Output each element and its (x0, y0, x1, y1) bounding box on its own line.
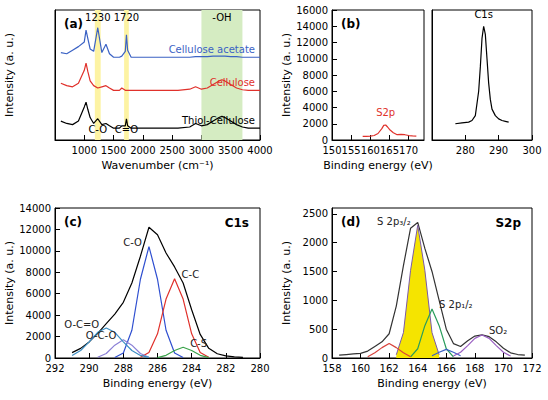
svg-text:Intensity (a. u.): Intensity (a. u.) (3, 241, 16, 325)
svg-text:16000: 16000 (296, 5, 328, 16)
svg-text:6000: 6000 (303, 86, 328, 97)
svg-text:292: 292 (45, 363, 64, 374)
svg-text:4000: 4000 (247, 145, 272, 156)
svg-text:170: 170 (399, 145, 418, 156)
svg-text:288: 288 (114, 363, 133, 374)
svg-text:4000: 4000 (303, 102, 328, 113)
svg-text:(c): (c) (64, 215, 82, 229)
svg-text:2000: 2000 (26, 331, 51, 342)
svg-text:Intensity (a. u.): Intensity (a. u.) (280, 241, 293, 325)
svg-text:280: 280 (456, 145, 475, 156)
svg-text:O-C-O: O-C-O (86, 330, 117, 341)
svg-text:162: 162 (380, 363, 399, 374)
svg-text:1720: 1720 (114, 12, 139, 23)
svg-text:14000: 14000 (296, 21, 328, 32)
svg-text:12000: 12000 (296, 37, 328, 48)
svg-text:284: 284 (182, 363, 201, 374)
svg-text:Binding energy (eV): Binding energy (eV) (323, 159, 433, 172)
svg-text:(a): (a) (64, 17, 83, 31)
svg-text:SO₂: SO₂ (489, 325, 507, 336)
svg-text:12000: 12000 (19, 224, 51, 235)
svg-text:170: 170 (494, 363, 513, 374)
svg-text:Thiol-Cellulose: Thiol-Cellulose (181, 115, 255, 126)
svg-text:0: 0 (321, 134, 328, 146)
svg-text:2000: 2000 (303, 237, 328, 248)
svg-text:O-C=O: O-C=O (64, 319, 99, 330)
svg-text:Intensity (a. u.): Intensity (a. u.) (3, 33, 16, 117)
svg-text:300: 300 (522, 145, 541, 156)
svg-text:C-C: C-C (182, 269, 200, 280)
svg-text:155: 155 (342, 145, 361, 156)
svg-text:4000: 4000 (26, 310, 51, 321)
svg-text:0: 0 (44, 352, 51, 364)
svg-text:Binding energy (eV): Binding energy (eV) (377, 377, 487, 390)
svg-text:14000: 14000 (19, 203, 51, 214)
svg-text:S 2p₁/₂: S 2p₁/₂ (439, 299, 473, 310)
svg-text:282: 282 (216, 363, 235, 374)
svg-text:8000: 8000 (26, 267, 51, 278)
svg-text:8000: 8000 (303, 70, 328, 81)
svg-text:160: 160 (361, 145, 380, 156)
svg-text:150: 150 (322, 145, 341, 156)
svg-text:Cellulose: Cellulose (210, 77, 255, 88)
svg-text:158: 158 (322, 363, 341, 374)
svg-text:290: 290 (80, 363, 99, 374)
svg-text:280: 280 (250, 363, 269, 374)
svg-text:C-O: C-O (123, 237, 142, 248)
svg-text:C1s: C1s (225, 216, 249, 230)
svg-text:Intensity (a. u.): Intensity (a. u.) (280, 33, 293, 117)
svg-text:500: 500 (309, 324, 328, 335)
svg-text:S2p: S2p (495, 216, 521, 230)
svg-text:172: 172 (522, 363, 541, 374)
svg-text:166: 166 (437, 363, 456, 374)
svg-text:C-O: C-O (88, 124, 107, 135)
svg-text:6000: 6000 (26, 288, 51, 299)
svg-text:Binding energy (eV): Binding energy (eV) (103, 377, 213, 390)
svg-text:2500: 2500 (159, 145, 184, 156)
svg-text:168: 168 (465, 363, 484, 374)
svg-text:1000: 1000 (72, 145, 97, 156)
svg-text:164: 164 (408, 363, 427, 374)
svg-text:290: 290 (489, 145, 508, 156)
svg-text:0: 0 (321, 352, 328, 364)
svg-text:1230: 1230 (85, 12, 110, 23)
svg-text:3000: 3000 (189, 145, 214, 156)
svg-text:S 2p₃/₂: S 2p₃/₂ (377, 216, 411, 227)
svg-text:2000: 2000 (303, 118, 328, 129)
svg-text:160: 160 (351, 363, 370, 374)
svg-text:S2p: S2p (376, 107, 395, 118)
svg-text:C=O: C=O (115, 124, 138, 135)
svg-text:1500: 1500 (101, 145, 126, 156)
svg-text:(b): (b) (341, 17, 361, 31)
svg-text:2500: 2500 (303, 208, 328, 219)
svg-text:Wavenumber (cm⁻¹): Wavenumber (cm⁻¹) (101, 159, 213, 172)
svg-text:Cellulose acetate: Cellulose acetate (169, 44, 255, 55)
svg-text:1000: 1000 (303, 295, 328, 306)
svg-text:10000: 10000 (296, 53, 328, 64)
svg-text:1500: 1500 (303, 266, 328, 277)
svg-text:165: 165 (380, 145, 399, 156)
svg-text:-OH: -OH (212, 12, 231, 23)
svg-text:C1s: C1s (474, 9, 493, 20)
svg-text:2000: 2000 (130, 145, 155, 156)
svg-text:3500: 3500 (218, 145, 243, 156)
svg-text:(d): (d) (341, 215, 361, 229)
svg-text:C-S: C-S (190, 338, 207, 349)
svg-text:10000: 10000 (19, 245, 51, 256)
svg-text:286: 286 (148, 363, 167, 374)
